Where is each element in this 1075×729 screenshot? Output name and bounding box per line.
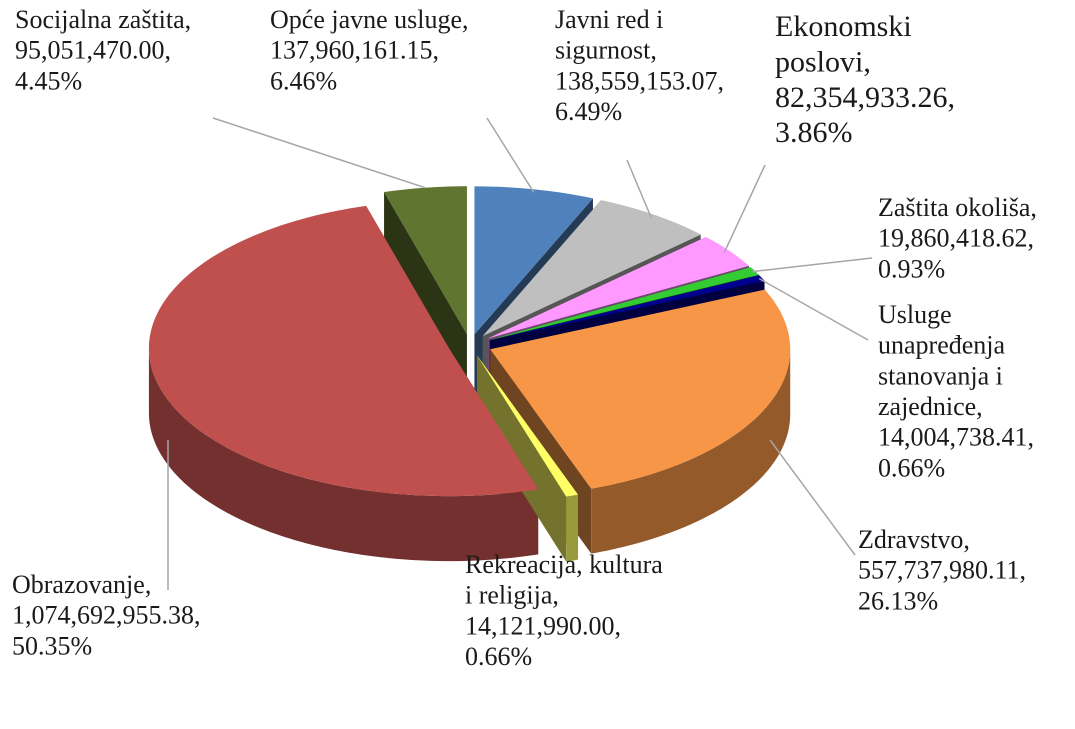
label-line: 6.49% bbox=[555, 97, 622, 126]
leader-line bbox=[752, 257, 873, 273]
data-label: Zaštita okoliša, 19,860,418.62, 0.93% bbox=[878, 193, 1043, 283]
label-line: stanovanja i bbox=[878, 362, 1009, 391]
slice bbox=[148, 205, 539, 497]
leader-line bbox=[769, 439, 856, 556]
label-line: 137,960,161.15, bbox=[270, 36, 446, 65]
label-line: 0.93% bbox=[878, 255, 945, 284]
data-label: Zdravstvo, 557,737,980.11, 26.13% bbox=[858, 525, 1033, 615]
slice bbox=[384, 186, 467, 335]
label-line: 26.13% bbox=[858, 587, 938, 616]
label-line: poslovi, bbox=[775, 45, 878, 78]
leader-line bbox=[723, 164, 766, 253]
slice bbox=[487, 236, 749, 339]
label-line: 1,074,692,955.38, bbox=[12, 601, 207, 630]
label-line: 50.35% bbox=[12, 632, 92, 661]
data-label: Opće javne usluge, 137,960,161.15, 6.46% bbox=[270, 5, 475, 95]
label-line: 6.46% bbox=[270, 67, 337, 96]
slice bbox=[490, 289, 791, 489]
label-line: Zaštita okoliša, bbox=[878, 193, 1043, 222]
label-line: 14,004,738.41, bbox=[878, 423, 1041, 452]
label-line: 3.86% bbox=[775, 116, 853, 149]
label-line: 14,121,990.00, bbox=[465, 612, 628, 641]
data-label: Rekreacija, kultura i religija, 14,121,9… bbox=[465, 550, 669, 671]
slice-wall bbox=[591, 349, 791, 554]
label-line: Usluge bbox=[878, 300, 958, 329]
data-label: Usluge unapređenja stanovanja i zajednic… bbox=[878, 300, 1041, 482]
slice bbox=[489, 275, 765, 341]
slice bbox=[476, 355, 579, 497]
leader-line bbox=[758, 277, 869, 341]
label-line: Rekreacija, kultura bbox=[465, 550, 669, 579]
slice bbox=[474, 186, 593, 335]
slice-side bbox=[476, 355, 567, 562]
label-line: Opće javne usluge, bbox=[270, 5, 475, 34]
label-line: 95,051,470.00, bbox=[15, 36, 178, 65]
label-line: 138,559,153.07, bbox=[555, 67, 731, 96]
label-line: 4.45% bbox=[15, 67, 82, 96]
leader-line bbox=[486, 117, 535, 193]
slice bbox=[489, 267, 759, 340]
label-line: i religija, bbox=[465, 581, 565, 610]
label-line: 557,737,980.11, bbox=[858, 556, 1033, 585]
label-line: unapređenja bbox=[878, 331, 1012, 360]
label-line: Zdravstvo, bbox=[858, 525, 976, 554]
data-label: Javni red i sigurnost, 138,559,153.07, 6… bbox=[555, 5, 731, 126]
label-line: zajednice, bbox=[878, 392, 989, 421]
label-line: Ekonomski bbox=[775, 10, 919, 43]
label-line: sigurnost, bbox=[555, 36, 663, 65]
slice-wall bbox=[566, 494, 579, 562]
label-line: Obrazovanje, bbox=[12, 570, 158, 599]
label-line: 0.66% bbox=[878, 454, 945, 483]
label-line: Javni red i bbox=[555, 5, 670, 34]
slice-wall bbox=[148, 348, 539, 562]
slice bbox=[482, 200, 701, 337]
data-label: Obrazovanje, 1,074,692,955.38, 50.35% bbox=[12, 570, 207, 660]
leader-line bbox=[212, 117, 426, 189]
label-line: Socijalna zaštita, bbox=[15, 5, 198, 34]
label-line: 0.66% bbox=[465, 642, 532, 671]
leader-line bbox=[626, 159, 652, 218]
data-label: Ekonomski poslovi, 82,354,933.26, 3.86% bbox=[775, 10, 963, 149]
label-line: 82,354,933.26, bbox=[775, 81, 963, 114]
label-line: 19,860,418.62, bbox=[878, 224, 1041, 253]
data-label: Socijalna zaštita, 95,051,470.00, 4.45% bbox=[15, 5, 198, 95]
